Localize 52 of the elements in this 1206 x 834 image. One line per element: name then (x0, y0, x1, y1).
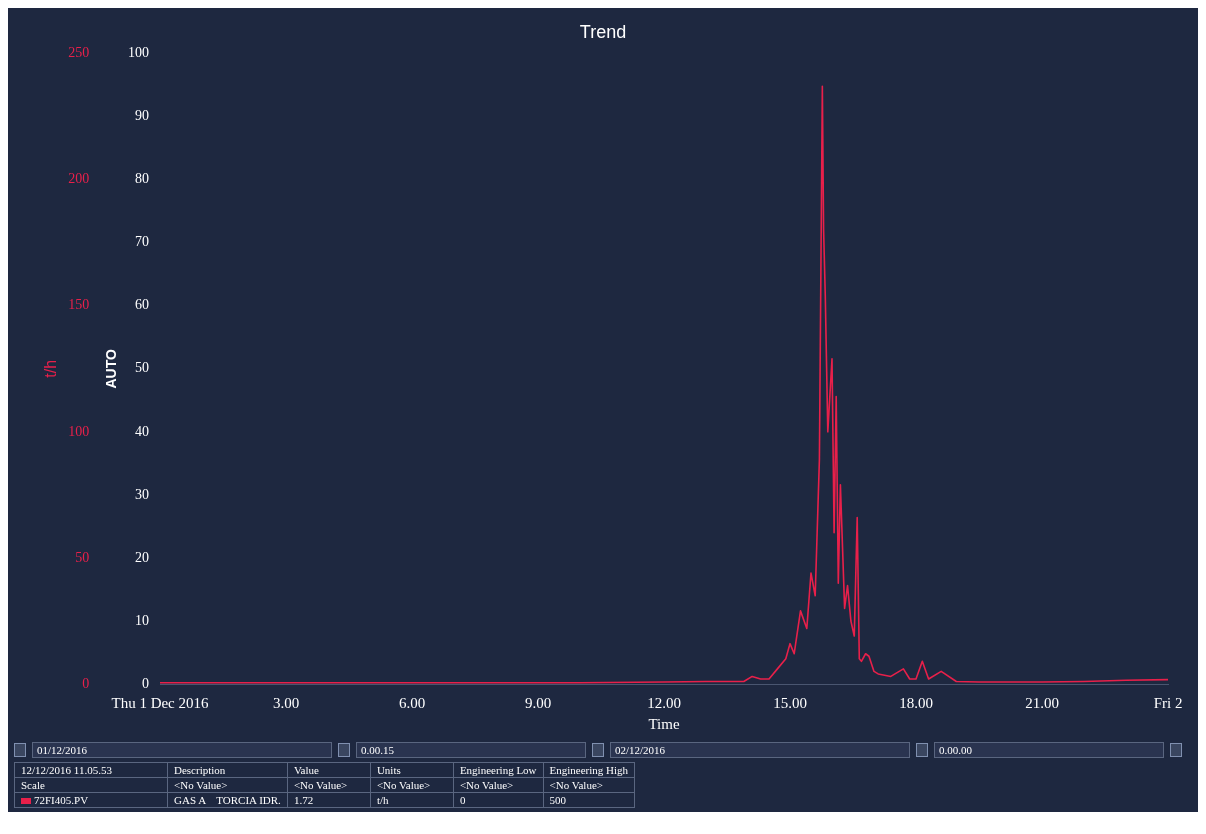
y2-tick-label: 60 (135, 297, 149, 313)
y-tick-label: 50 (75, 549, 90, 565)
text: Description (167, 762, 288, 778)
y-tick-label: 100 (68, 423, 90, 439)
y-tick-label: 0 (82, 675, 90, 691)
text: <No Value> (453, 777, 544, 793)
text: 0.00.00 (934, 742, 1164, 758)
text: Units (370, 762, 454, 778)
text: 72FI405.PV (14, 792, 168, 808)
text: Engineering Low (453, 762, 544, 778)
x-tick-label: 18.00 (899, 694, 933, 711)
y-axis-title: t/h (42, 359, 60, 378)
y2-tick-label: 40 (135, 423, 149, 439)
y2-tick-label: 30 (135, 486, 149, 502)
text: 02/12/2016 (610, 742, 910, 758)
text: 12/12/2016 11.05.53 (14, 762, 168, 778)
x-tick-label: 3.00 (272, 694, 300, 711)
text: 01/12/2016 (32, 742, 332, 758)
text: GAS A TORCIA IDR. (167, 792, 288, 808)
y-tick-label: 250 (68, 45, 90, 61)
y-tick-label: 200 (68, 171, 90, 187)
y2-tick-label: 50 (135, 360, 149, 376)
y2-tick-label: 90 (135, 108, 149, 124)
text: Scale (14, 777, 168, 793)
text: 0.00.15 (356, 742, 586, 758)
y2-tick-label: 20 (135, 549, 149, 565)
text: Engineering High (543, 762, 635, 778)
text: 0 (453, 792, 544, 808)
text: Value (287, 762, 371, 778)
y2-tick-label: 0 (142, 675, 149, 691)
chart-title: Trend (579, 21, 627, 42)
text: 1.72 (287, 792, 371, 808)
y-tick-label: 150 (68, 297, 90, 313)
x-tick-label: 15.00 (773, 694, 807, 711)
text: t/h (370, 792, 454, 808)
y2-tick-label: 80 (135, 171, 149, 187)
y2-tick-label: 100 (128, 45, 149, 61)
y2-axis-title: AUTO (103, 348, 120, 389)
text: <No Value> (287, 777, 371, 793)
x-tick-label: 6.00 (398, 694, 426, 711)
y2-tick-label: 70 (135, 234, 149, 250)
x-axis-title: Time (648, 715, 680, 732)
x-tick-label: 21.00 (1025, 694, 1059, 711)
text: <No Value> (167, 777, 288, 793)
x-tick-label: Thu 1 Dec 2016 (111, 694, 210, 711)
y2-tick-label: 10 (135, 612, 149, 628)
x-tick-label: Fri 2 (1153, 694, 1183, 711)
x-tick-label: 12.00 (647, 694, 681, 711)
x-tick-label: 9.00 (524, 694, 552, 711)
text: <No Value> (370, 777, 454, 793)
text: <No Value> (543, 777, 635, 793)
text: 500 (543, 792, 635, 808)
